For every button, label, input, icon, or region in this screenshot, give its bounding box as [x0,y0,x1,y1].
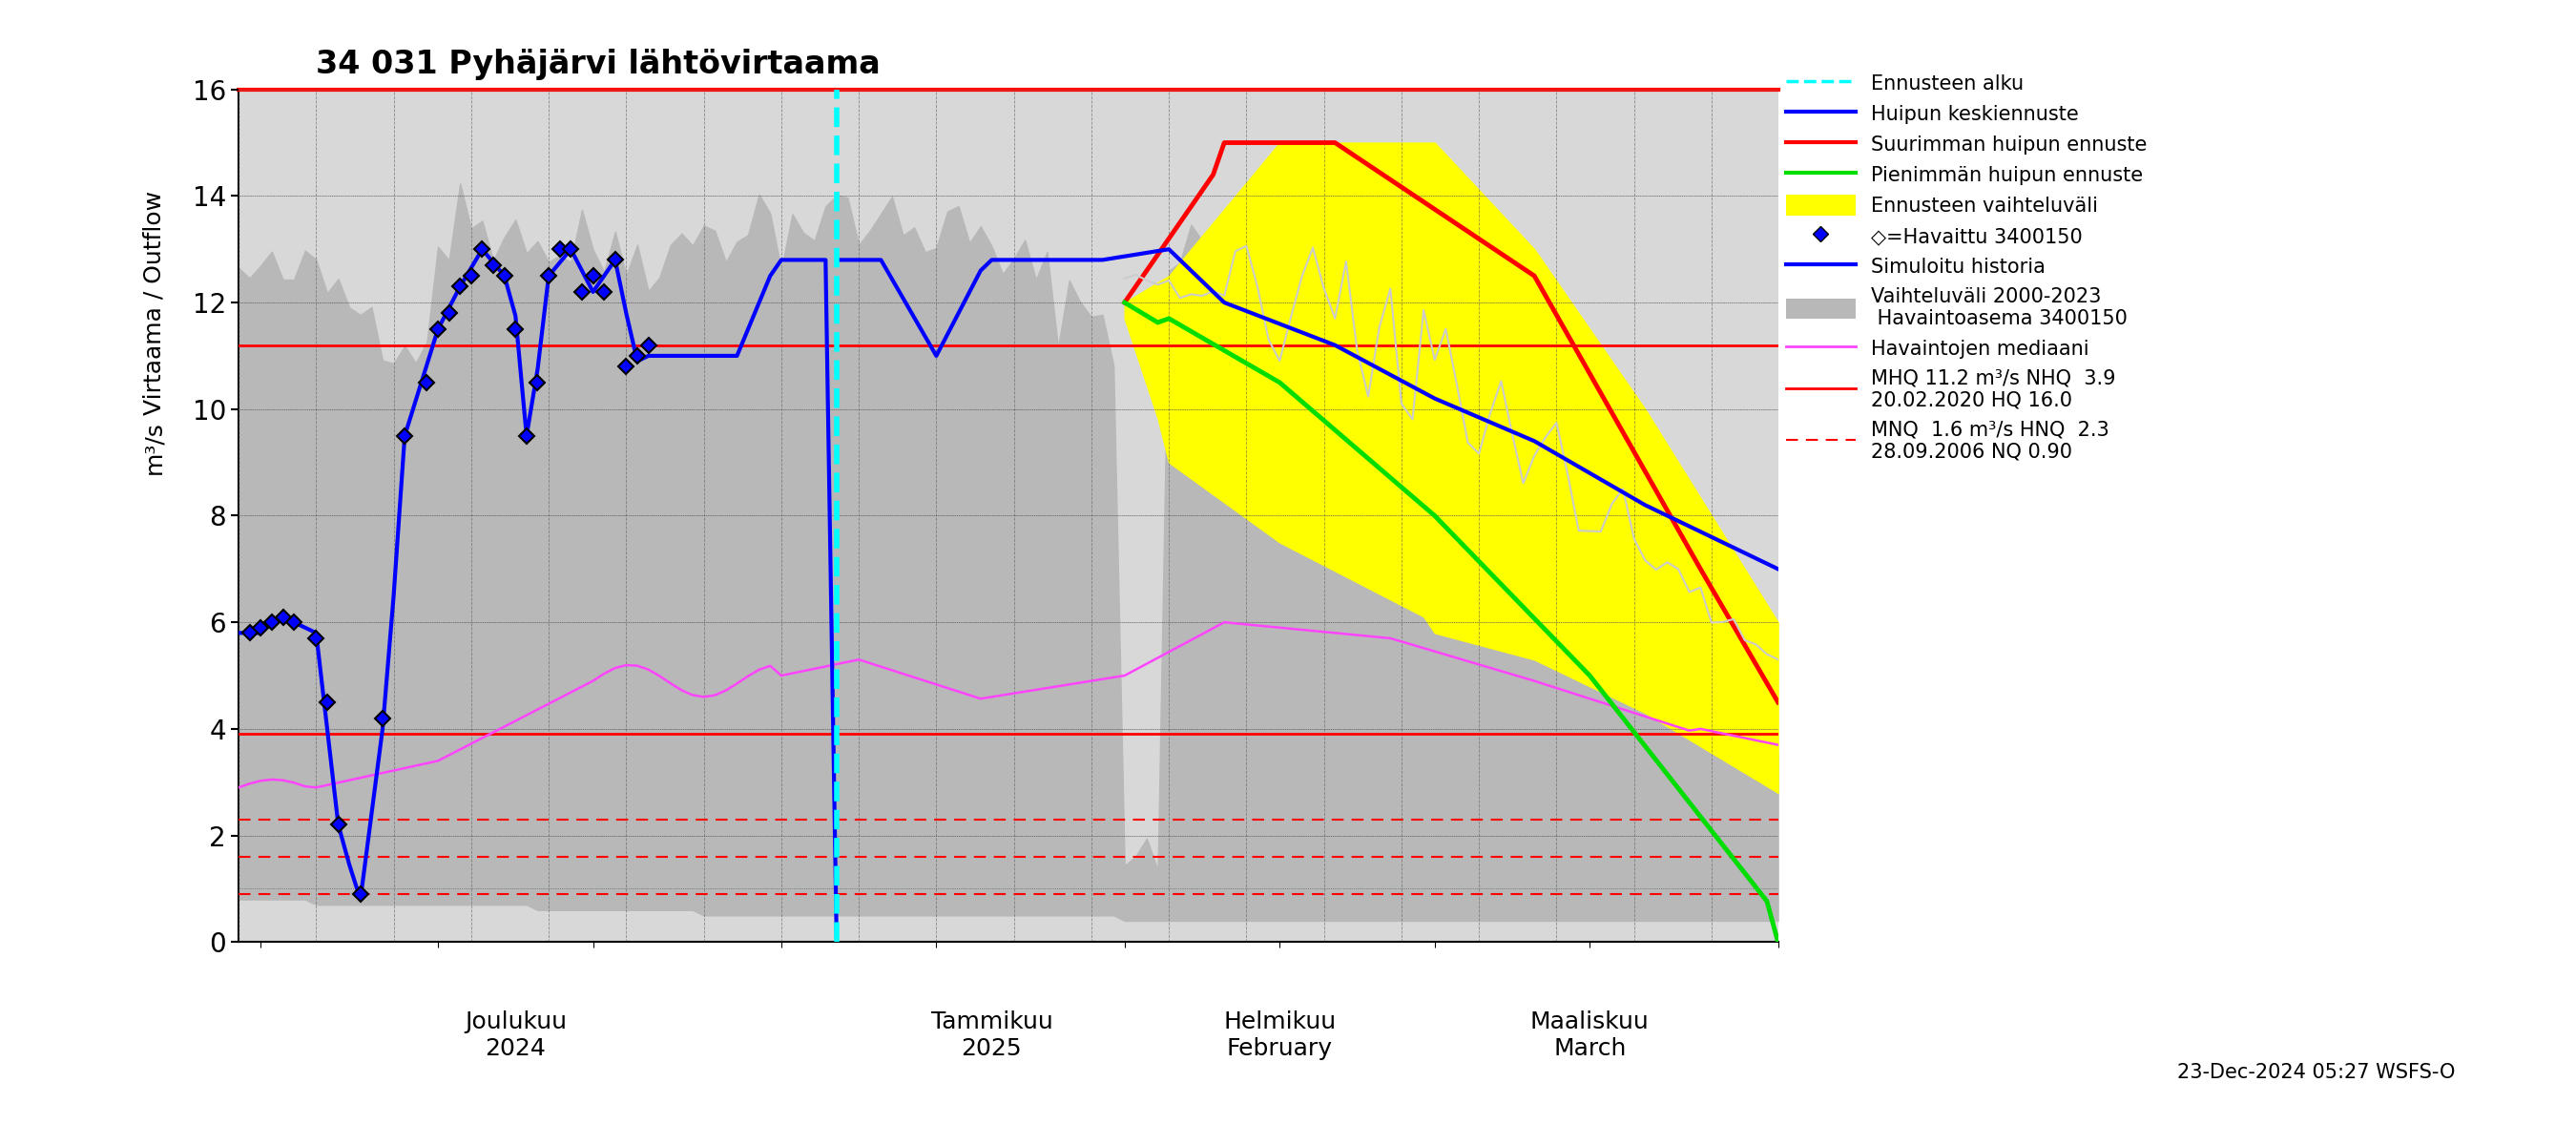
Text: 23-Dec-2024 05:27 WSFS-O: 23-Dec-2024 05:27 WSFS-O [2177,1063,2455,1082]
Text: 34 031 Pyhäjärvi lähtövirtaama: 34 031 Pyhäjärvi lähtövirtaama [317,48,881,80]
Text: Tammikuu
2025: Tammikuu 2025 [930,1010,1054,1059]
Text: Virtaama / Outflow: Virtaama / Outflow [142,190,165,414]
Text: Maaliskuu
March: Maaliskuu March [1530,1010,1649,1059]
Text: Joulukuu
2024: Joulukuu 2024 [464,1010,567,1059]
Legend: Ennusteen alku, Huipun keskiennuste, Suurimman huipun ennuste, Pienimmän huipun : Ennusteen alku, Huipun keskiennuste, Suu… [1785,72,2148,461]
Text: m³/s: m³/s [142,421,165,474]
Text: Helmikuu
February: Helmikuu February [1224,1010,1337,1059]
